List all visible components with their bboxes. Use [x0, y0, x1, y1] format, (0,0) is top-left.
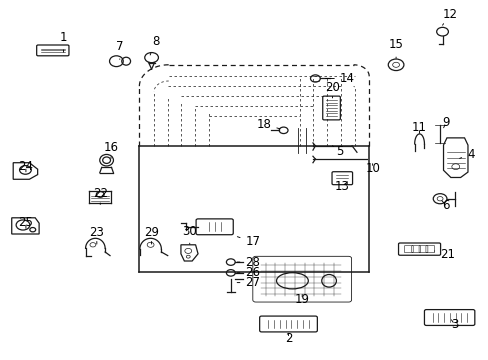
Text: 8: 8: [150, 35, 159, 55]
Text: 27: 27: [237, 276, 260, 289]
Text: 20: 20: [325, 81, 339, 98]
Text: 22: 22: [93, 187, 107, 204]
Text: 5: 5: [332, 145, 343, 158]
Text: 25: 25: [19, 216, 33, 229]
Text: 12: 12: [442, 8, 456, 25]
Text: 1: 1: [60, 31, 67, 52]
Text: 24: 24: [19, 160, 33, 173]
Text: 17: 17: [237, 235, 260, 248]
Text: 19: 19: [294, 293, 309, 306]
Text: 29: 29: [144, 226, 159, 244]
Text: 28: 28: [237, 256, 260, 269]
Text: 6: 6: [441, 199, 449, 212]
Text: 13: 13: [334, 180, 349, 193]
Text: 26: 26: [237, 266, 260, 279]
Text: 23: 23: [89, 226, 104, 244]
Text: 30: 30: [182, 225, 197, 244]
Text: 7: 7: [116, 40, 123, 59]
Text: 9: 9: [441, 116, 449, 129]
Text: 21: 21: [433, 248, 454, 261]
Text: 18: 18: [256, 118, 280, 131]
Text: 16: 16: [103, 141, 118, 158]
Text: 2: 2: [284, 332, 292, 345]
Text: 4: 4: [459, 148, 473, 161]
Text: 3: 3: [450, 318, 458, 331]
Text: 11: 11: [411, 121, 426, 134]
Text: 14: 14: [325, 72, 354, 85]
Text: 15: 15: [388, 39, 403, 58]
Text: 10: 10: [365, 162, 379, 175]
